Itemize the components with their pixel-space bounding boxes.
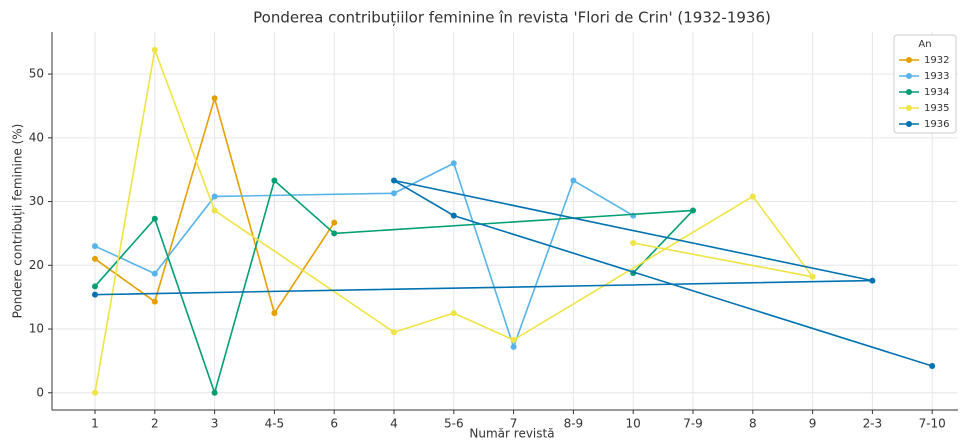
data-point (450, 160, 457, 167)
data-point (570, 177, 577, 184)
legend-swatch (906, 73, 912, 79)
x-tick-label: 6 (330, 417, 338, 431)
legend-swatch (906, 121, 912, 127)
legend-swatch (906, 57, 912, 63)
x-tick-label: 8-9 (564, 417, 584, 431)
data-point (92, 389, 98, 396)
data-point (271, 310, 278, 317)
x-tick-label: 7-10 (919, 417, 946, 431)
data-point (391, 329, 397, 336)
data-point (690, 207, 696, 214)
series-line (94, 162, 634, 350)
data-point (271, 177, 278, 184)
data-point (391, 190, 397, 197)
legend-label: 1934 (924, 87, 949, 98)
data-point (92, 291, 98, 298)
data-point (211, 193, 218, 200)
y-tick-label: 50 (29, 67, 44, 81)
legend-title: An (918, 39, 931, 50)
data-point (211, 95, 218, 102)
data-point (151, 46, 158, 53)
x-tick-label: 7 (510, 417, 518, 431)
data-point (211, 207, 218, 214)
data-point (331, 230, 338, 237)
data-point (450, 310, 457, 317)
data-point (510, 343, 517, 350)
data-point (450, 212, 457, 219)
x-tick-label: 10 (626, 417, 641, 431)
data-point (331, 219, 338, 226)
data-point (92, 255, 98, 262)
legend-label: 1935 (924, 103, 949, 114)
chart-title: Ponderea contribuțiilor feminine în revi… (253, 9, 771, 27)
x-tick-label: 7-9 (683, 417, 703, 431)
data-point (92, 283, 98, 290)
legend-label: 1933 (924, 71, 949, 82)
x-axis-label: Număr revistă (469, 427, 554, 441)
x-tick-label: 8 (749, 417, 757, 431)
data-point (151, 215, 158, 222)
x-tick-label: 4 (390, 417, 398, 431)
y-tick-label: 10 (29, 322, 44, 336)
x-tick-label: 2-3 (863, 417, 883, 431)
x-tick-label: 3 (211, 417, 219, 431)
data-point (151, 298, 158, 305)
data-point (630, 239, 637, 246)
y-tick-label: 40 (29, 130, 44, 144)
y-tick-label: 20 (29, 258, 44, 272)
data-point (211, 389, 218, 396)
x-tick-label: 2 (151, 417, 159, 431)
data-point (391, 177, 397, 184)
y-axis-label: Pondere contribuții feminine (%) (11, 124, 25, 319)
data-point (809, 273, 816, 280)
data-point (749, 193, 756, 200)
data-point (510, 336, 517, 343)
x-tick-label: 1 (91, 417, 99, 431)
data-point (92, 243, 98, 250)
legend-swatch (906, 105, 912, 111)
legend-label: 1932 (924, 55, 949, 66)
data-point (929, 363, 936, 370)
x-tick-label: 5-6 (444, 417, 464, 431)
y-tick-label: 0 (36, 385, 44, 399)
x-tick-label: 9 (809, 417, 817, 431)
x-tick-label: 4-5 (265, 417, 285, 431)
data-point (869, 277, 876, 284)
legend-label: 1936 (924, 119, 949, 130)
legend-swatch (906, 89, 912, 95)
y-tick-label: 30 (29, 194, 44, 208)
data-point (151, 270, 158, 277)
